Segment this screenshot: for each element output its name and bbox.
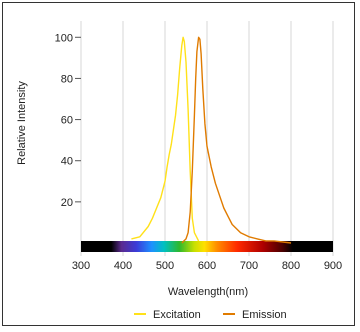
y-axis-title: Relative Intensity [16,81,28,165]
series-line-excitation [131,36,200,242]
spectrum-color-bar [81,241,333,252]
y-tick-label-80: 80 [61,73,73,85]
x-tick-label-800: 800 [282,260,300,272]
tick-labels: 300 400 500 600 700 800 900 20 40 60 80 100 [55,32,343,272]
chart-frame: 300 400 500 600 700 800 900 20 40 60 80 100 Wavelen… [2,2,355,326]
x-tick-label-300: 300 [72,260,90,272]
x-tick-label-600: 600 [198,260,216,272]
legend-label-excitation: Excitation [153,309,201,321]
spectrum-chart: 300 400 500 600 700 800 900 20 40 60 80 100 Wavelen… [16,21,343,321]
series-line-emission [181,36,292,244]
y-tick-label-100: 100 [55,32,73,44]
y-tick-label-20: 20 [61,197,73,209]
spectrum-bar-group [81,241,333,252]
x-tick-label-700: 700 [240,260,258,272]
x-tick-label-900: 900 [324,260,342,272]
y-tick-label-60: 60 [61,115,73,127]
grid-lines [75,21,334,256]
x-tick-label-500: 500 [156,260,174,272]
x-axis-title: Wavelength(nm) [168,286,248,298]
series-lines [131,36,292,244]
x-tick-label-400: 400 [114,260,132,272]
y-tick-label-40: 40 [61,156,73,168]
legend: Excitation Emission [134,309,287,321]
legend-label-emission: Emission [242,309,287,321]
